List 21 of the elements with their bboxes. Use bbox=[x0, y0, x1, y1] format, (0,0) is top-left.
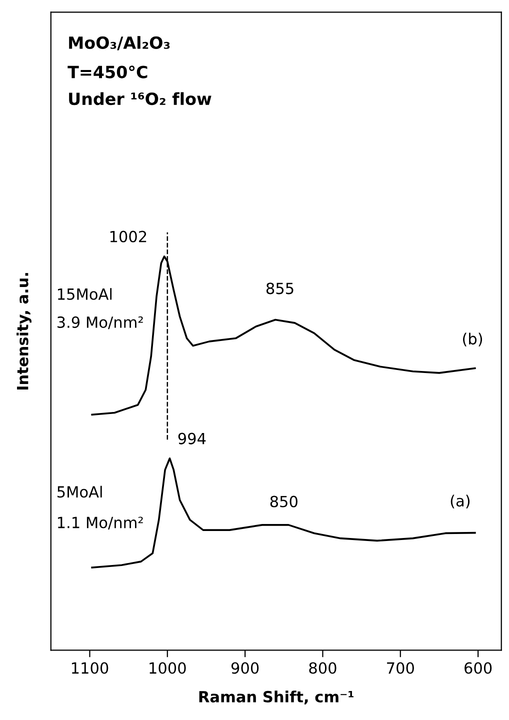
annotation: (b) bbox=[463, 332, 482, 346]
annotation: 1.1 Mo/nm² bbox=[58, 516, 143, 530]
text: Under ¹⁶O₂ flow bbox=[69, 92, 212, 106]
annotation: 3.9 Mo/nm² bbox=[57, 316, 143, 330]
x-tick-label: 900 bbox=[231, 662, 259, 674]
annotation: 15MoAl bbox=[58, 288, 112, 300]
x-tick-label: 600 bbox=[464, 662, 492, 674]
annotation: 1002 bbox=[110, 230, 146, 242]
text: T=450°C bbox=[68, 66, 148, 78]
y-axis-title: Intensity, a.u. bbox=[16, 273, 32, 390]
x-tick-label: 800 bbox=[309, 662, 336, 674]
x-tick-label: 1000 bbox=[150, 662, 186, 674]
annotation: 994 bbox=[178, 432, 206, 444]
text: MoO₃/Al₂O₃ bbox=[69, 36, 170, 50]
annotation: 855 bbox=[266, 282, 294, 294]
x-tick-label: 700 bbox=[387, 662, 414, 674]
x-axis-title: Raman Shift, cm⁻¹ bbox=[199, 690, 354, 704]
annotation: (a) bbox=[450, 494, 470, 508]
annotation: 5MoAl bbox=[57, 486, 102, 498]
annotation: 850 bbox=[270, 496, 298, 508]
x-tick-label: 1100 bbox=[72, 662, 108, 674]
